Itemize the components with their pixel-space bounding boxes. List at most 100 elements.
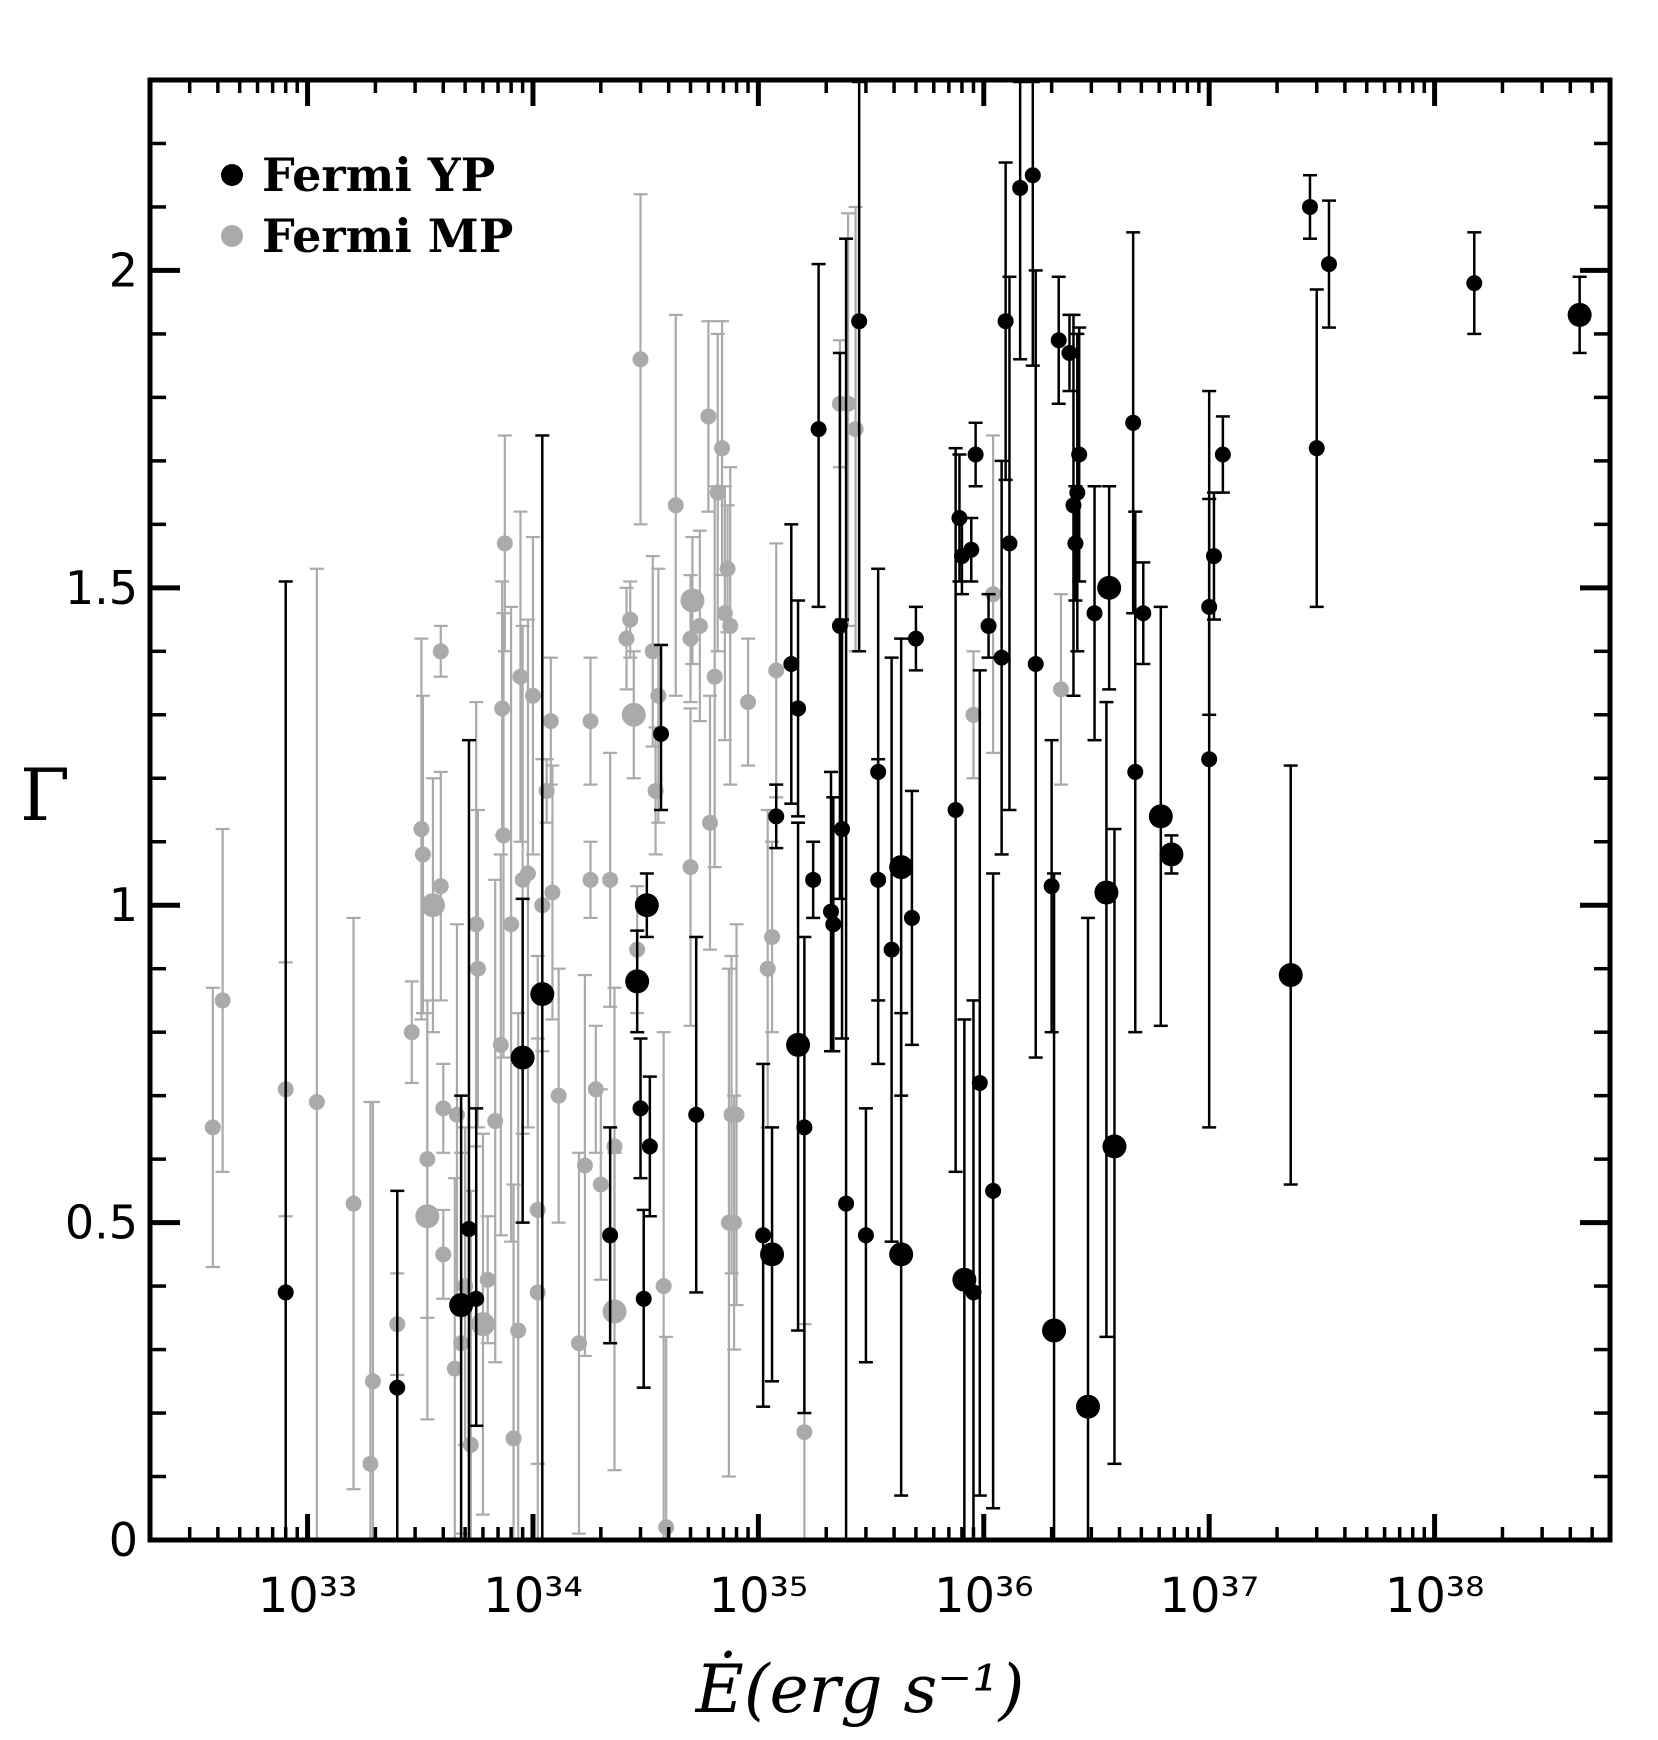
data-point <box>838 1195 855 1212</box>
data-point <box>214 992 231 1009</box>
x-tick-label: 10³⁷ <box>1159 1568 1259 1624</box>
data-point <box>1012 179 1029 196</box>
data-point <box>602 1299 627 1324</box>
data-point <box>985 1182 1002 1199</box>
data-point <box>432 878 449 895</box>
data-point <box>997 313 1014 330</box>
data-point <box>716 605 733 622</box>
y-tick-label: 1.5 <box>65 561 138 615</box>
data-point <box>1205 548 1222 565</box>
data-point <box>204 1119 221 1136</box>
data-point <box>700 408 717 425</box>
data-point <box>786 1032 811 1057</box>
data-point <box>487 1113 504 1130</box>
data-point <box>435 1246 452 1263</box>
data-point <box>1001 535 1018 552</box>
x-tick-label: 10³⁴ <box>483 1568 583 1624</box>
series-layer <box>204 80 1592 1542</box>
data-point <box>602 871 619 888</box>
data-point <box>889 855 914 880</box>
data-point <box>971 1074 988 1091</box>
data-point <box>1027 656 1044 672</box>
data-point <box>825 916 842 933</box>
data-point <box>755 1227 772 1244</box>
data-point <box>682 630 699 647</box>
data-point <box>582 713 599 730</box>
data-point <box>726 1214 743 1231</box>
data-point <box>492 1036 509 1053</box>
data-point <box>494 700 511 717</box>
data-point <box>1320 256 1337 273</box>
data-point <box>688 1106 705 1123</box>
data-point <box>680 588 705 613</box>
data-point <box>728 1106 745 1123</box>
x-axis-label: Ė(erg s⁻¹) <box>695 1651 1025 1728</box>
data-point <box>783 656 800 672</box>
data-point <box>719 560 736 577</box>
data-point <box>602 1227 619 1244</box>
legend-label-fermi-mp: Fermi MP <box>262 209 513 263</box>
data-point <box>625 969 650 994</box>
data-point <box>592 1176 609 1193</box>
data-point <box>1278 963 1303 988</box>
data-point <box>653 725 670 742</box>
data-point <box>632 351 649 368</box>
data-point <box>883 941 900 958</box>
data-point <box>993 649 1010 666</box>
data-point <box>1052 681 1069 698</box>
data-point <box>667 497 684 514</box>
data-point <box>468 916 485 933</box>
data-point <box>840 395 857 412</box>
legend-marker-fermi-mp <box>221 225 243 247</box>
data-point <box>740 694 757 711</box>
data-point <box>857 1227 874 1244</box>
ticks-layer <box>148 78 1612 1543</box>
data-point <box>462 1436 479 1453</box>
data-point <box>810 421 827 438</box>
data-point <box>1148 804 1173 829</box>
data-point <box>1069 484 1086 501</box>
x-tick-label: 10³⁵ <box>709 1568 809 1624</box>
data-point <box>544 884 561 901</box>
data-point <box>542 713 559 730</box>
y-tick-label: 0 <box>109 1513 138 1567</box>
data-point <box>618 630 635 647</box>
data-point <box>655 1278 672 1295</box>
data-point <box>691 617 708 634</box>
data-point <box>834 821 851 838</box>
data-point <box>403 1024 420 1041</box>
data-point <box>1125 414 1142 431</box>
data-point <box>714 440 731 457</box>
data-point <box>435 1100 452 1117</box>
data-point <box>389 1379 406 1396</box>
data-point <box>650 687 667 704</box>
legend-label-fermi-yp: Fermi YP <box>262 148 495 202</box>
data-point <box>980 617 997 634</box>
data-point <box>622 611 639 628</box>
data-point <box>634 893 659 918</box>
data-point <box>1076 1394 1101 1419</box>
data-point <box>965 706 982 723</box>
data-point <box>796 1424 813 1441</box>
data-point <box>621 702 646 727</box>
data-point <box>870 871 887 888</box>
data-point <box>420 893 445 918</box>
data-point <box>1127 763 1144 780</box>
data-point <box>682 859 699 876</box>
data-point <box>432 643 449 660</box>
data-point <box>415 1204 440 1229</box>
data-point <box>582 871 599 888</box>
data-point <box>503 916 520 933</box>
data-point <box>963 541 980 558</box>
data-point <box>1024 167 1041 184</box>
data-point <box>1086 605 1103 622</box>
data-point <box>768 662 785 679</box>
data-point <box>760 1242 785 1267</box>
data-point <box>1042 1318 1067 1343</box>
data-point <box>576 1157 593 1174</box>
data-point <box>1466 275 1483 292</box>
series-fermi-yp <box>277 80 1592 1542</box>
data-point <box>468 1290 485 1307</box>
data-point <box>496 535 513 552</box>
